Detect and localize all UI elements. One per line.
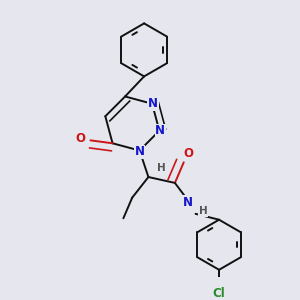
Text: Cl: Cl xyxy=(213,287,226,300)
Text: N: N xyxy=(155,124,165,137)
Text: N: N xyxy=(148,97,158,110)
Text: H: H xyxy=(157,163,166,173)
Text: N: N xyxy=(135,146,145,158)
Text: H: H xyxy=(199,206,207,216)
Text: O: O xyxy=(75,132,85,146)
Text: O: O xyxy=(183,147,193,160)
Text: N: N xyxy=(183,196,193,208)
